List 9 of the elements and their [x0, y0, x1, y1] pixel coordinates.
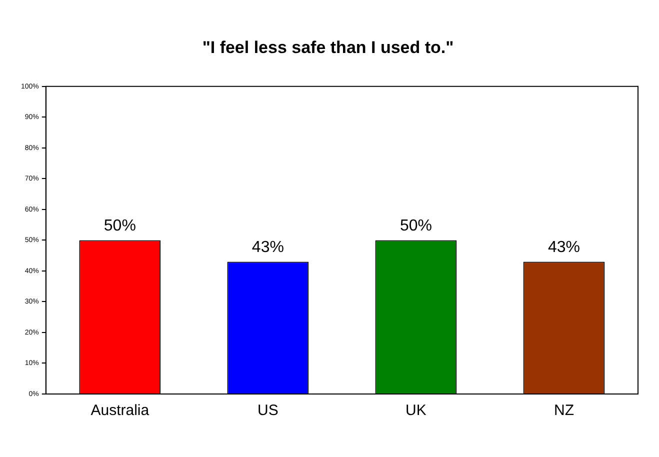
- data-label: 50%: [104, 218, 136, 235]
- x-tick-label: Australia: [90, 402, 150, 420]
- x-tick-label: US: [258, 402, 278, 420]
- x-tick-label: UK: [406, 402, 426, 420]
- data-label: 43%: [252, 239, 284, 256]
- data-label: 50%: [400, 218, 432, 235]
- data-label: 43%: [548, 239, 580, 256]
- x-tick-label: NZ: [554, 402, 574, 420]
- chart-title: "I feel less safe than I used to.": [202, 38, 454, 57]
